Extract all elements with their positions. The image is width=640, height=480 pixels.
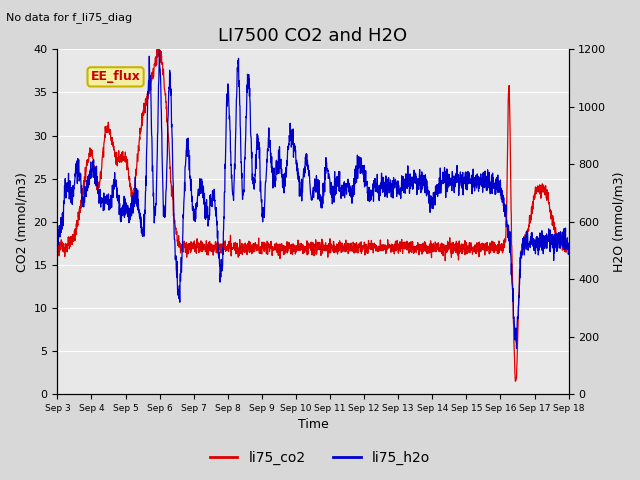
Title: LI7500 CO2 and H2O: LI7500 CO2 and H2O bbox=[218, 27, 408, 45]
Y-axis label: H2O (mmol/m3): H2O (mmol/m3) bbox=[612, 171, 625, 272]
Text: EE_flux: EE_flux bbox=[91, 71, 141, 84]
Legend: li75_co2, li75_h2o: li75_co2, li75_h2o bbox=[204, 445, 436, 471]
X-axis label: Time: Time bbox=[298, 419, 328, 432]
Y-axis label: CO2 (mmol/m3): CO2 (mmol/m3) bbox=[15, 172, 28, 272]
Text: No data for f_li75_diag: No data for f_li75_diag bbox=[6, 12, 132, 23]
